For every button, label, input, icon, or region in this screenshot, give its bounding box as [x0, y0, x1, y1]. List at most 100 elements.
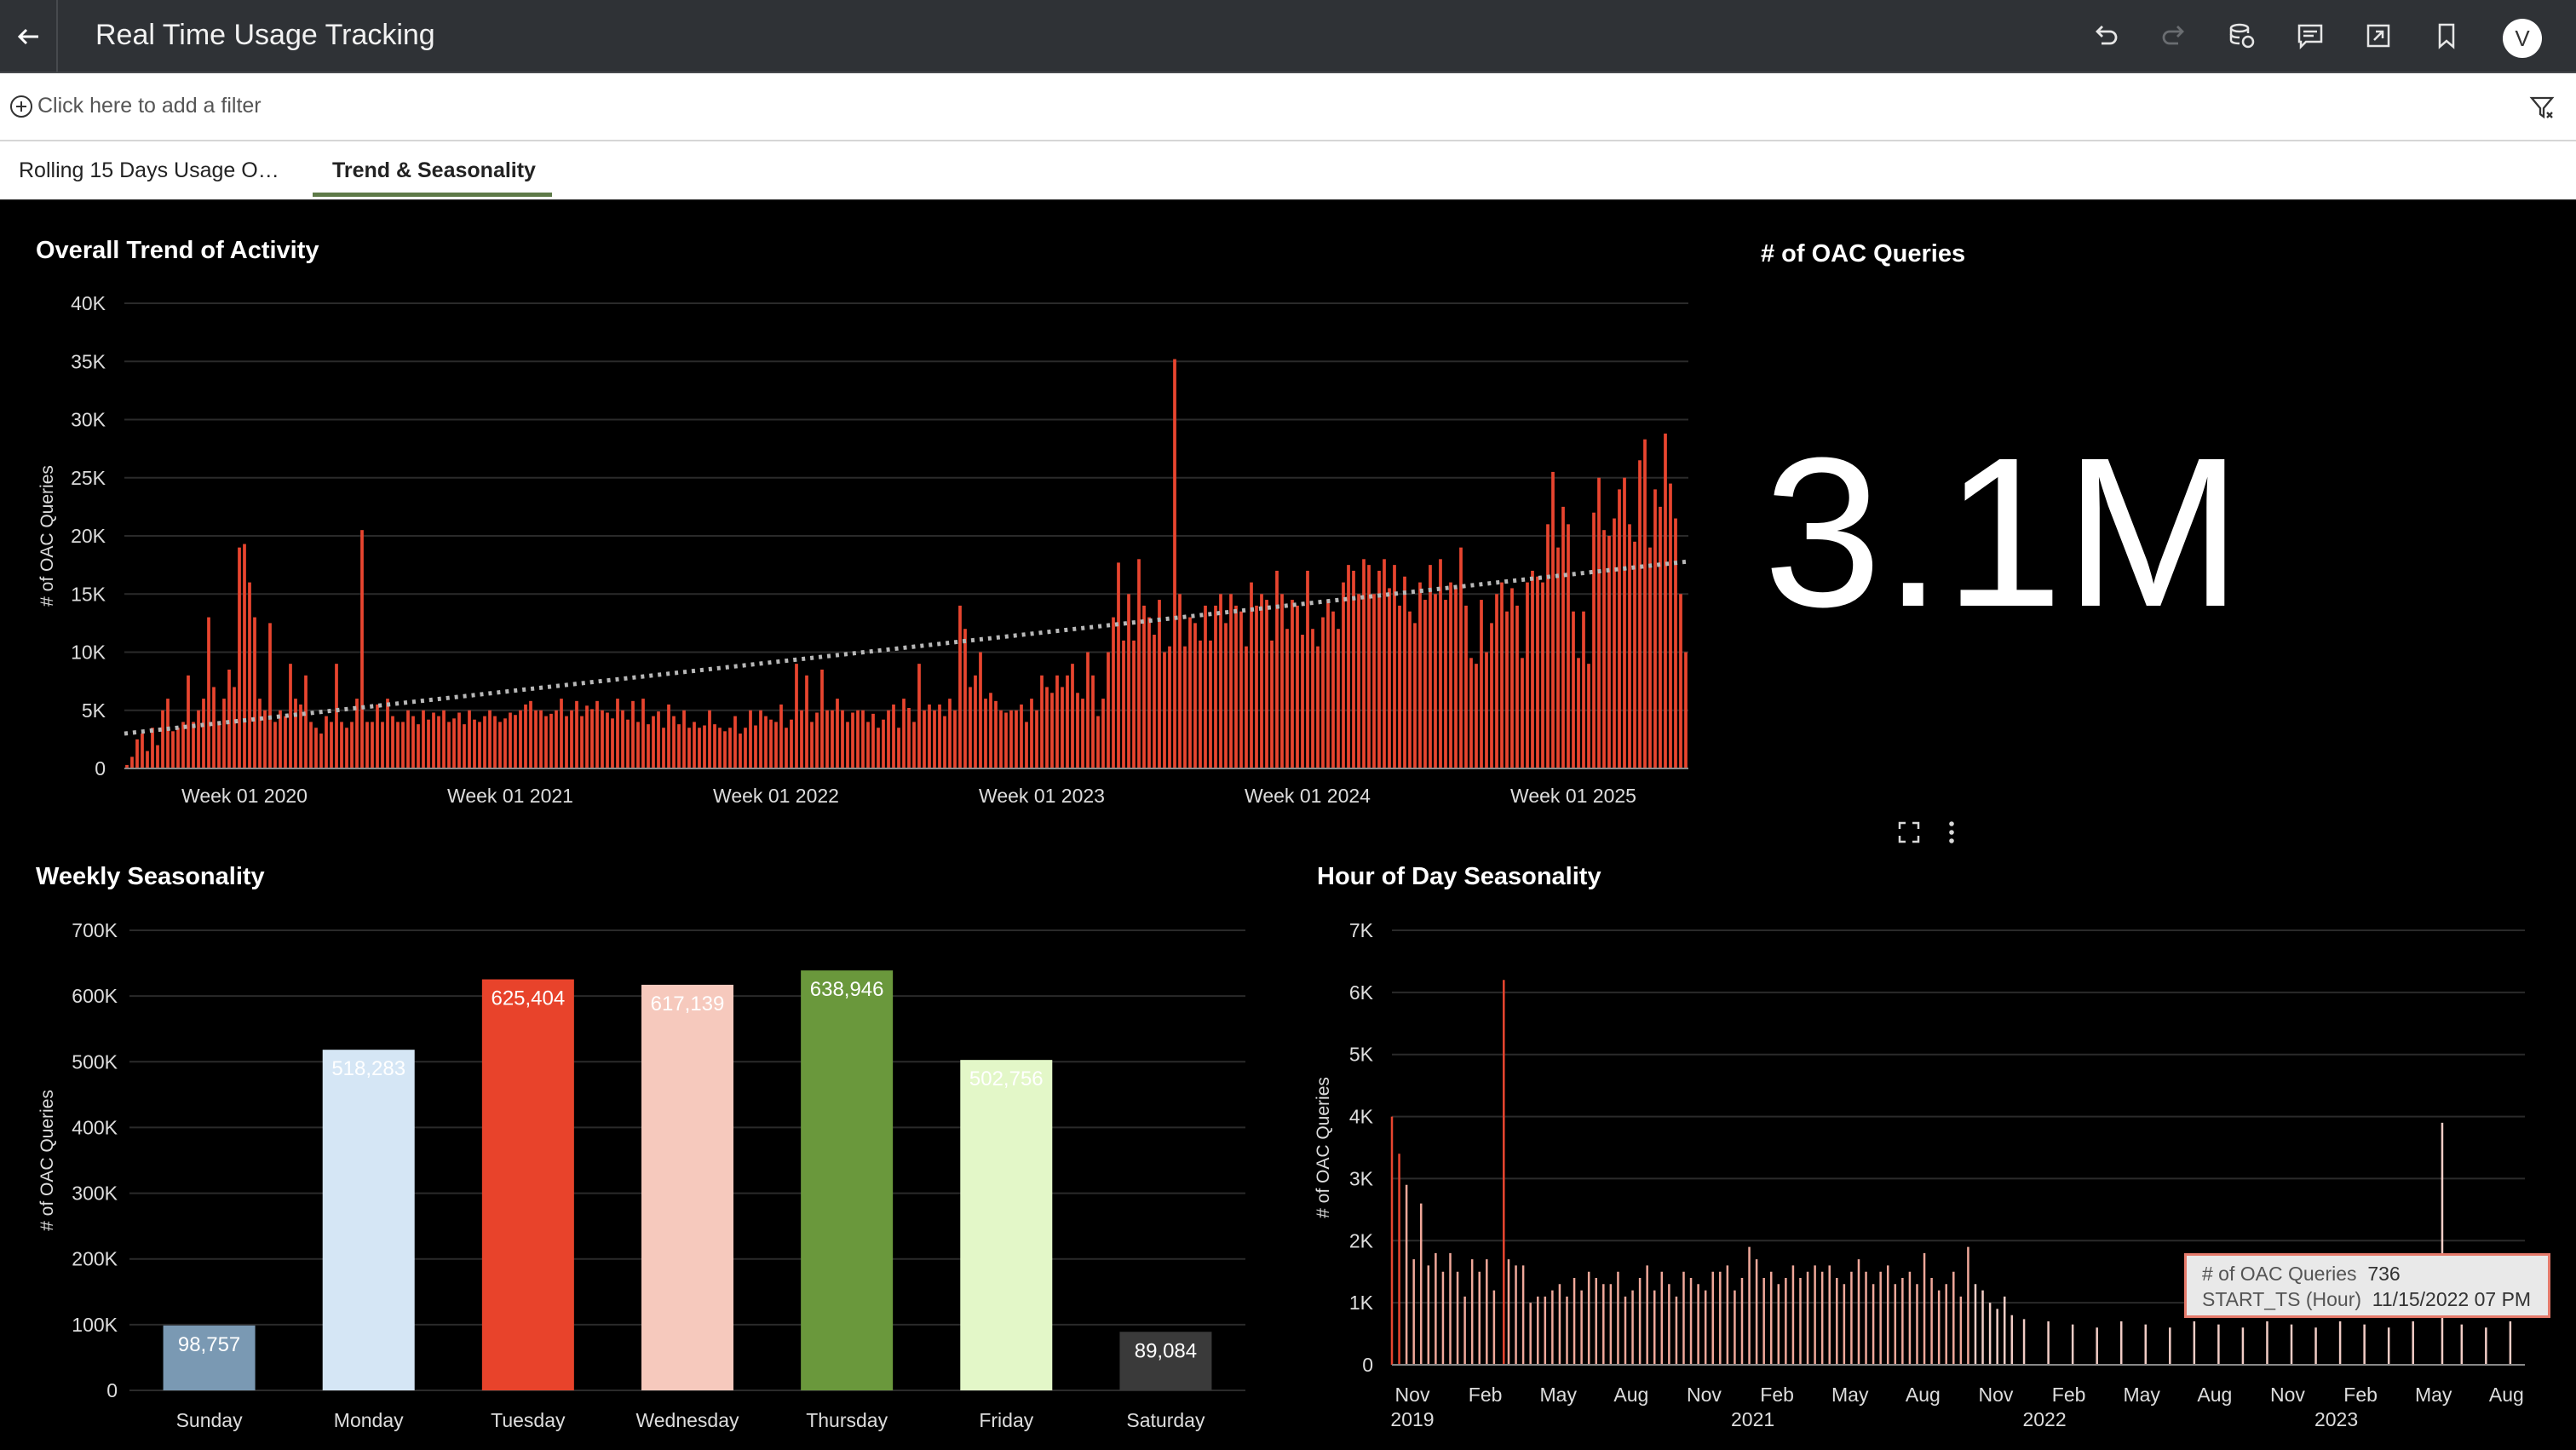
maximize-icon	[1898, 821, 1920, 843]
y-axis-label: # of OAC Queries	[1314, 1077, 1333, 1218]
trend-bar	[176, 728, 180, 768]
weekly-seasonality-chart[interactable]: 0 100K 200K 300K 400K 500K 600K 700K # of OAC Qu…	[0, 903, 1278, 1450]
tooltip-key: START_TS (Hour)	[2202, 1288, 2362, 1310]
trend-bar	[1541, 582, 1544, 768]
y-tick-label: 400K	[72, 1116, 118, 1138]
canvas-tab-bar: Rolling 15 Days Usage O… Trend & Seasona…	[0, 141, 2576, 199]
trend-bar	[1398, 605, 1401, 768]
trend-bar	[733, 716, 737, 768]
trend-bar	[284, 716, 287, 768]
bookmark-button[interactable]	[2429, 19, 2464, 53]
trend-bar	[1526, 582, 1529, 768]
trend-bar	[693, 722, 696, 768]
trend-bar	[1475, 664, 1478, 768]
trend-bar	[1071, 664, 1074, 768]
trend-bar	[1577, 658, 1580, 768]
add-filter-button[interactable]	[7, 89, 36, 124]
filter-placeholder[interactable]: Click here to add a filter	[37, 94, 262, 118]
hour-seasonality-title: Hour of Day Seasonality	[1317, 863, 1601, 890]
trend-bar	[217, 722, 221, 768]
trend-bar	[386, 699, 389, 768]
trend-bar	[1602, 530, 1606, 768]
trend-bar	[299, 704, 302, 768]
user-avatar[interactable]: V	[2503, 19, 2542, 58]
overall-trend-chart[interactable]: 0 5K 10K 15K 20K 25K 30K 35K 40K # of OAC Queries…	[0, 273, 1704, 818]
trend-bar	[335, 664, 338, 768]
trend-bar	[1030, 699, 1033, 768]
trend-bar	[1142, 605, 1146, 768]
y-tick-label: 20K	[71, 525, 106, 547]
trend-bar	[1352, 570, 1355, 768]
bar-value-label: 89,084	[1135, 1339, 1197, 1362]
trend-bar	[1081, 699, 1084, 768]
trend-bar	[657, 711, 660, 768]
y-tick-label: 7K	[1349, 919, 1374, 941]
trend-bar	[473, 719, 476, 768]
comments-button[interactable]	[2293, 19, 2327, 53]
trend-bar	[151, 728, 154, 768]
trend-bar	[590, 709, 594, 768]
tooltip-value: 11/15/2022 07 PM	[2372, 1288, 2532, 1310]
trend-bar	[805, 675, 808, 768]
trend-bar	[1255, 605, 1258, 768]
trend-bar	[253, 617, 256, 768]
comments-icon	[2297, 24, 2323, 50]
trend-bar	[243, 544, 246, 768]
trend-bar	[360, 530, 364, 768]
trend-bar	[1362, 559, 1366, 768]
y-axis-label: # of OAC Queries	[37, 1090, 57, 1231]
trend-bar	[636, 722, 640, 768]
filter-funnel-icon	[2529, 96, 2555, 119]
y-tick-label: 200K	[72, 1248, 118, 1270]
trend-bar	[1306, 570, 1309, 768]
trend-bar	[851, 712, 854, 768]
data-refresh-button[interactable]	[2225, 19, 2259, 53]
x-tick-label: Nov	[1687, 1384, 1722, 1406]
x-tick-label: Week 01 2022	[713, 785, 839, 807]
y-tick-label: 5K	[82, 699, 106, 722]
tooltip-row: START_TS (Hour) 11/15/2022 07 PM	[2202, 1286, 2533, 1312]
page-title: Real Time Usage Tracking	[95, 19, 435, 51]
x-tick-label: May	[2123, 1384, 2160, 1406]
undo-button[interactable]	[2089, 19, 2123, 53]
add-circle-icon	[10, 95, 32, 118]
trend-bar	[125, 764, 129, 768]
trend-bar	[1531, 570, 1534, 768]
trend-bar	[391, 716, 394, 768]
back-button[interactable]	[0, 0, 58, 73]
trend-bar	[1505, 611, 1509, 768]
x-year-label: 2022	[2022, 1408, 2066, 1430]
back-arrow-icon	[17, 28, 38, 45]
trend-bar	[371, 722, 374, 768]
trend-bar	[509, 712, 512, 768]
trend-bar	[1061, 687, 1064, 768]
tab-rolling-15-days[interactable]: Rolling 15 Days Usage O…	[19, 158, 279, 182]
trend-bar	[1429, 565, 1432, 768]
trend-bar	[544, 716, 548, 768]
trend-bar	[493, 716, 497, 768]
filter-options-button[interactable]	[2525, 90, 2559, 124]
y-tick-label: 700K	[72, 919, 118, 941]
bar-value-label: 98,757	[178, 1333, 240, 1356]
trend-bar	[790, 719, 793, 768]
trend-bar	[519, 710, 522, 768]
trend-bar	[677, 724, 681, 768]
x-tick-label: Thursday	[806, 1409, 888, 1431]
bar-value-label: 638,946	[810, 978, 884, 1001]
tooltip-value: 736	[2367, 1263, 2401, 1285]
trend-bar	[1122, 640, 1125, 768]
more-options-button[interactable]	[1939, 818, 1964, 847]
trend-bar	[984, 699, 987, 768]
trend-bar	[887, 710, 890, 768]
trend-bar	[1316, 646, 1320, 768]
maximize-button[interactable]	[1895, 818, 1923, 847]
tab-trend-seasonality[interactable]: Trend & Seasonality	[332, 158, 536, 182]
trend-bar	[1183, 646, 1187, 768]
trend-bar	[682, 710, 686, 768]
trend-bar	[166, 699, 170, 768]
export-button[interactable]	[2361, 19, 2395, 53]
trend-bar	[994, 700, 998, 768]
x-tick-label: May	[1540, 1384, 1578, 1406]
redo-button[interactable]	[2157, 19, 2191, 53]
hour-seasonality-chart[interactable]: 0 1K 2K 3K 4K 5K 6K 7K # of OAC Queries Nov Feb May…	[1295, 903, 2576, 1450]
